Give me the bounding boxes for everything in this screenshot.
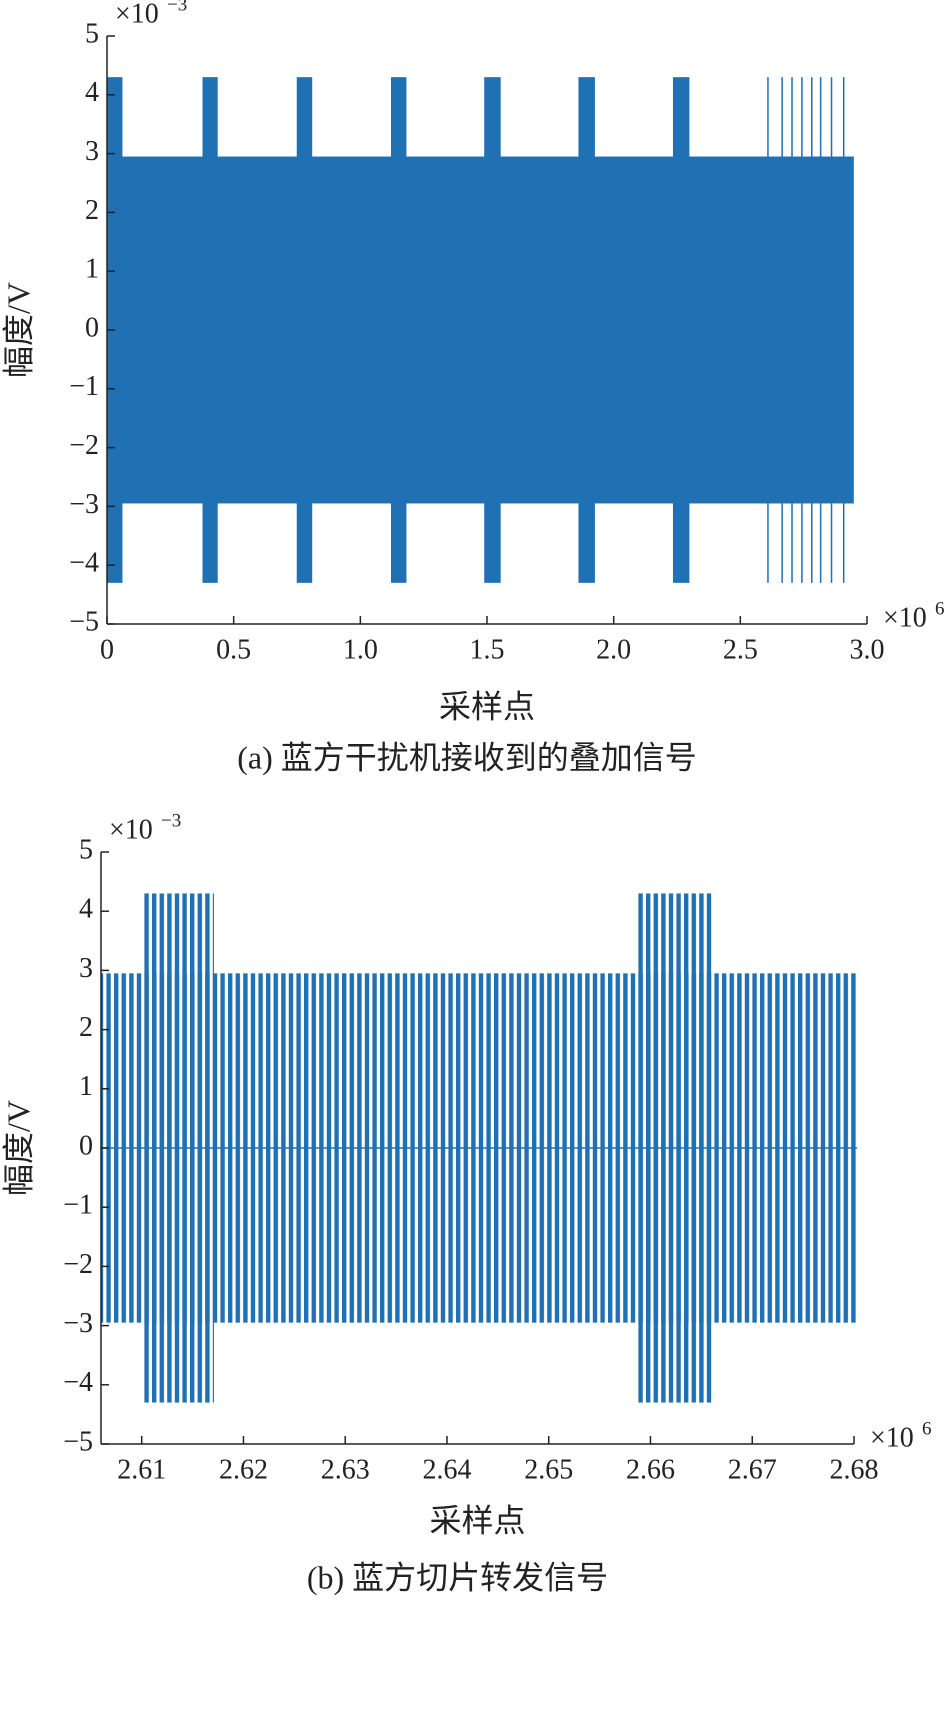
- y-tick-label: 2: [85, 195, 99, 226]
- y-tick-label: 1: [85, 254, 99, 285]
- signal-envelope: [811, 77, 813, 583]
- x-tick-label: 2.68: [830, 1454, 879, 1485]
- x-tick-label: 3.0: [850, 634, 885, 665]
- x-tick-label: 2.67: [728, 1454, 777, 1485]
- signal-envelope: [819, 77, 822, 583]
- y-tick-label: 3: [79, 953, 93, 984]
- x-axis-label: 采样点: [429, 1502, 525, 1538]
- signal-envelope: [791, 77, 793, 583]
- x-multiplier-exponent: 6: [935, 598, 945, 619]
- signal-envelope: [767, 77, 769, 583]
- signal-envelope: [578, 77, 595, 583]
- y-multiplier: ×10: [115, 0, 159, 29]
- x-tick-label: 2.0: [596, 634, 631, 665]
- y-tick-label: 3: [85, 136, 99, 167]
- signal-envelope: [842, 77, 845, 583]
- caption: (b) 蓝方切片转发信号: [307, 1559, 608, 1595]
- x-multiplier-exponent: 6: [922, 1418, 932, 1439]
- x-multiplier: ×10: [870, 1422, 914, 1453]
- y-multiplier-exponent: −3: [161, 810, 181, 831]
- y-tick-label: 2: [79, 1012, 93, 1043]
- x-tick-label: 2.65: [524, 1454, 573, 1485]
- x-tick-label: 2.62: [219, 1454, 268, 1485]
- signal-envelope: [296, 77, 313, 583]
- y-tick-label: −1: [63, 1190, 93, 1221]
- x-tick-label: 2.5: [723, 634, 758, 665]
- y-tick-label: −3: [69, 489, 99, 520]
- y-tick-label: −3: [63, 1308, 93, 1339]
- signal-envelope: [107, 156, 854, 504]
- signal-envelope: [672, 77, 690, 583]
- y-tick-label: 5: [85, 18, 99, 49]
- y-tick-label: 1: [79, 1071, 93, 1102]
- y-tick-label: −4: [63, 1367, 93, 1398]
- y-axis-label: 幅度/V: [0, 1100, 36, 1196]
- x-tick-label: 2.61: [117, 1454, 166, 1485]
- x-tick-label: 1.0: [343, 634, 378, 665]
- y-tick-label: −5: [63, 1426, 93, 1457]
- signal-envelope: [781, 77, 783, 583]
- y-tick-label: −4: [69, 548, 99, 579]
- signal-envelope: [390, 77, 407, 583]
- x-axis-label: 采样点: [439, 688, 535, 724]
- y-multiplier-exponent: −3: [167, 0, 187, 15]
- x-tick-label: 2.64: [422, 1454, 471, 1485]
- signal-envelope: [830, 77, 833, 583]
- x-tick-label: 1.5: [470, 634, 505, 665]
- x-tick-label: 0.5: [216, 634, 251, 665]
- x-multiplier: ×10: [883, 602, 927, 633]
- y-tick-label: 0: [85, 312, 99, 343]
- signal-envelope: [202, 77, 218, 583]
- signal-envelope: [484, 77, 501, 583]
- x-tick-label: 2.66: [626, 1454, 675, 1485]
- y-tick-label: −5: [69, 606, 99, 637]
- caption: (a) 蓝方干扰机接收到的叠加信号: [237, 739, 697, 775]
- y-tick-label: −2: [69, 430, 99, 461]
- y-tick-label: 0: [79, 1130, 93, 1161]
- y-multiplier: ×10: [109, 814, 153, 845]
- x-tick-label: 0: [100, 634, 114, 665]
- y-tick-label: 4: [79, 894, 93, 925]
- y-tick-label: 4: [85, 77, 99, 108]
- x-tick-label: 2.63: [321, 1454, 370, 1485]
- y-tick-label: 5: [79, 834, 93, 865]
- y-tick-label: −2: [63, 1249, 93, 1280]
- y-tick-label: −1: [69, 371, 99, 402]
- y-axis-label: 幅度/V: [0, 282, 36, 378]
- signal-envelope: [801, 77, 803, 583]
